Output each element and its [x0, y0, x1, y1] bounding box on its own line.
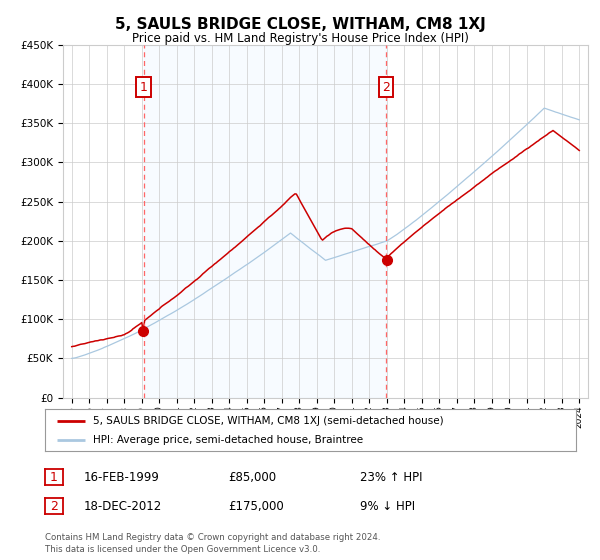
Text: 18-DEC-2012: 18-DEC-2012 — [84, 500, 162, 513]
Text: Contains HM Land Registry data © Crown copyright and database right 2024.
This d: Contains HM Land Registry data © Crown c… — [45, 533, 380, 554]
Text: Price paid vs. HM Land Registry's House Price Index (HPI): Price paid vs. HM Land Registry's House … — [131, 32, 469, 45]
Text: 1: 1 — [140, 81, 148, 94]
Text: 5, SAULS BRIDGE CLOSE, WITHAM, CM8 1XJ: 5, SAULS BRIDGE CLOSE, WITHAM, CM8 1XJ — [115, 17, 485, 32]
Text: £85,000: £85,000 — [228, 470, 276, 484]
Text: 9% ↓ HPI: 9% ↓ HPI — [360, 500, 415, 513]
Text: 16-FEB-1999: 16-FEB-1999 — [84, 470, 160, 484]
Text: 2: 2 — [50, 500, 58, 513]
Text: £175,000: £175,000 — [228, 500, 284, 513]
Text: 2: 2 — [382, 81, 390, 94]
Text: 23% ↑ HPI: 23% ↑ HPI — [360, 470, 422, 484]
Text: 1: 1 — [50, 470, 58, 484]
Bar — [144, 45, 386, 398]
Text: HPI: Average price, semi-detached house, Braintree: HPI: Average price, semi-detached house,… — [93, 435, 363, 445]
Text: 5, SAULS BRIDGE CLOSE, WITHAM, CM8 1XJ (semi-detached house): 5, SAULS BRIDGE CLOSE, WITHAM, CM8 1XJ (… — [93, 416, 443, 426]
